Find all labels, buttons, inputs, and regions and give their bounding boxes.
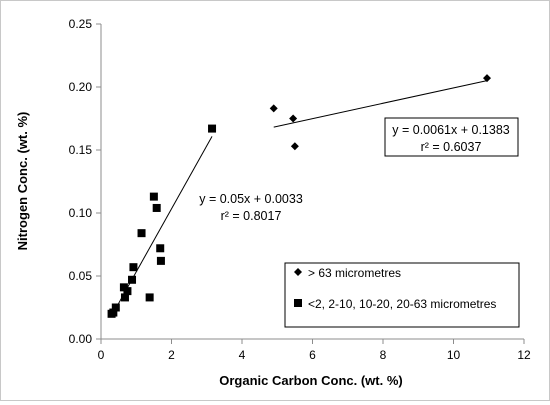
trendline-fine [111,136,213,317]
data-point-square [109,308,118,317]
x-tick-label: 6 [309,348,316,362]
trendline-coarse [273,80,488,128]
data-points [107,74,491,318]
legend-frame [284,262,520,328]
data-point-diamond [269,104,278,113]
x-tick-label: 8 [380,348,387,362]
legend-diamond-marker [294,268,302,276]
data-point-square [156,244,165,253]
r2-coarse-text: r² = 0.6037 [421,140,482,154]
equation-box-coarse-frame [384,117,519,157]
data-point-square [111,303,120,312]
data-point-square [149,192,158,201]
data-point-square [129,263,138,272]
r2-fine-text: r² = 0.8017 [221,209,282,223]
equation-box-coarse: y = 0.0061x + 0.1383 r² = 0.6037 [384,117,519,157]
x-tick-label: 4 [239,348,246,362]
legend-series-coarse: > 63 micrometres [308,266,401,280]
data-point-square [208,124,217,133]
legend-square-marker [294,299,302,307]
data-point-square [152,203,161,212]
y-tick-label: 0.10 [69,206,93,220]
equation-coarse-text: y = 0.0061x + 0.1383 [392,123,510,137]
x-tick-label: 2 [168,348,175,362]
axes: 0 2 4 6 8 10 12 0.00 0.05 0.10 0.15 0.20 0.25 [69,17,531,362]
x-axis-title: Organic Carbon Conc. (wt. %) [219,373,402,388]
equation-box-fine: y = 0.05x + 0.0033 r² = 0.8017 [199,192,303,223]
y-tick-label: 0.05 [69,269,93,283]
data-point-square [137,229,146,238]
data-point-diamond [482,74,491,83]
trendlines [111,80,488,317]
y-tick-label: 0.20 [69,80,93,94]
y-axis-title: Nitrogen Conc. (wt. %) [15,112,30,251]
data-point-diamond [289,114,298,123]
x-tick-label: 0 [98,348,105,362]
data-point-diamond [290,142,299,151]
equation-fine-text: y = 0.05x + 0.0033 [199,192,303,206]
x-tick-label: 12 [517,348,531,362]
x-tick-label: 10 [447,348,461,362]
y-tick-label: 0.00 [69,332,93,346]
data-point-square [156,256,165,265]
data-point-square [145,293,154,302]
y-tick-label: 0.25 [69,17,93,31]
legend-series-fine: <2, 2-10, 10-20, 20-63 micrometres [308,297,496,311]
data-point-square [123,287,132,296]
data-point-square [128,275,137,284]
y-tick-label: 0.15 [69,143,93,157]
legend: > 63 micrometres <2, 2-10, 10-20, 20-63 … [284,262,520,328]
data-point-square [120,293,129,302]
